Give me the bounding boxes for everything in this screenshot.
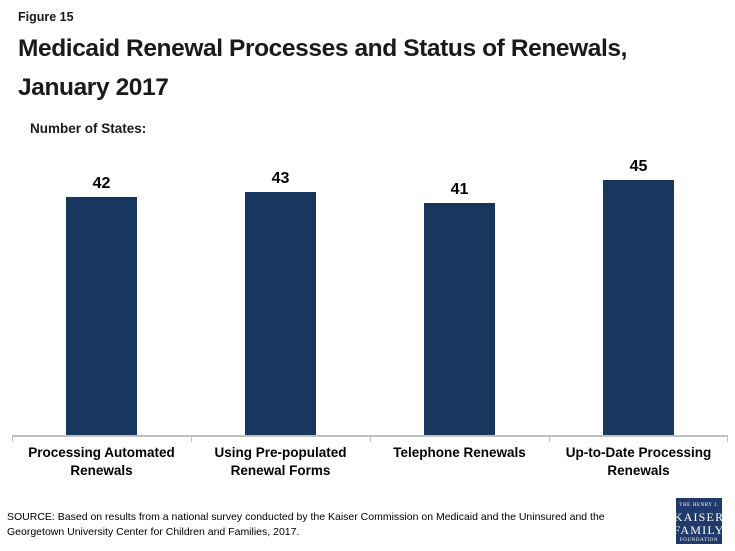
logo-text-top: THE HENRY J. xyxy=(679,503,719,508)
header: Figure 15 Medicaid Renewal Processes and… xyxy=(0,0,735,136)
bar-group: 45 xyxy=(549,152,728,435)
logo-text-foundation: FOUNDATION xyxy=(679,538,719,543)
x-axis-line xyxy=(12,435,728,442)
axis-tick xyxy=(727,437,728,442)
bar-value-label: 42 xyxy=(92,175,111,192)
logo-text-family: FAMILY xyxy=(673,522,725,537)
axis-tick xyxy=(191,437,192,442)
bar-value-label: 45 xyxy=(629,158,648,175)
bar xyxy=(424,203,495,435)
bar xyxy=(603,180,674,435)
page-title: Medicaid Renewal Processes and Status of… xyxy=(18,35,628,101)
figure-number-label: Figure 15 xyxy=(18,10,74,24)
bar-group: 41 xyxy=(370,152,549,435)
bar-value-label: 43 xyxy=(271,170,290,187)
source-note: SOURCE: Based on results from a national… xyxy=(7,511,605,538)
bar xyxy=(245,192,316,435)
plot-area: 42 43 41 45 xyxy=(12,152,728,435)
bar-group: 42 xyxy=(12,152,191,435)
bar-chart: 42 43 41 45 Processing Automated Renewals Us… xyxy=(12,152,728,480)
axis-tick xyxy=(12,437,13,442)
category-label: Telephone Renewals xyxy=(393,445,526,460)
category-label: Up-to-Date Processing Renewals xyxy=(565,445,712,478)
bar xyxy=(66,197,137,435)
bar-value-label: 41 xyxy=(450,181,469,198)
logo-text-kaiser: KAISER xyxy=(673,510,725,524)
axis-tick xyxy=(370,437,371,442)
axis-tick xyxy=(549,437,550,442)
y-axis-title: Number of States: xyxy=(30,121,147,136)
kff-logo: THE HENRY J. KAISER FAMILY FOUNDATION xyxy=(673,498,725,544)
footer: SOURCE: Based on results from a national… xyxy=(0,497,735,551)
bar-group: 43 xyxy=(191,152,370,435)
category-label: Using Pre-populated Renewal Forms xyxy=(214,445,347,478)
category-labels-row: Processing Automated Renewals Using Pre-p… xyxy=(12,444,728,480)
category-label: Processing Automated Renewals xyxy=(28,445,175,478)
